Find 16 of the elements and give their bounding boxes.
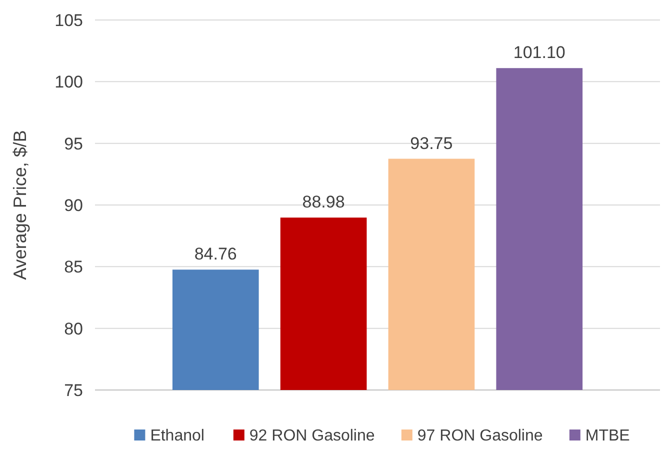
y-axis-title: Average Price, $/B xyxy=(10,130,30,280)
legend-label: MTBE xyxy=(585,428,630,445)
legend-label: Ethanol xyxy=(150,428,204,445)
text: 93.75 xyxy=(410,134,453,153)
text: 101.10 xyxy=(513,43,566,62)
legend-label: 92 RON Gasoline xyxy=(249,428,375,445)
y-tick-label: 80 xyxy=(64,319,83,338)
text: 84.76 xyxy=(194,244,237,264)
text: 88.98 xyxy=(302,192,345,212)
legend-label: 97 RON Gasoline xyxy=(417,428,543,445)
y-tick-label: 100 xyxy=(54,72,83,92)
y-tick-label: 90 xyxy=(64,196,83,215)
y-tick-label: 105 xyxy=(54,10,83,30)
y-tick-label: 85 xyxy=(64,258,83,277)
y-tick-label: 95 xyxy=(64,134,83,154)
y-tick-label: 75 xyxy=(64,380,83,400)
